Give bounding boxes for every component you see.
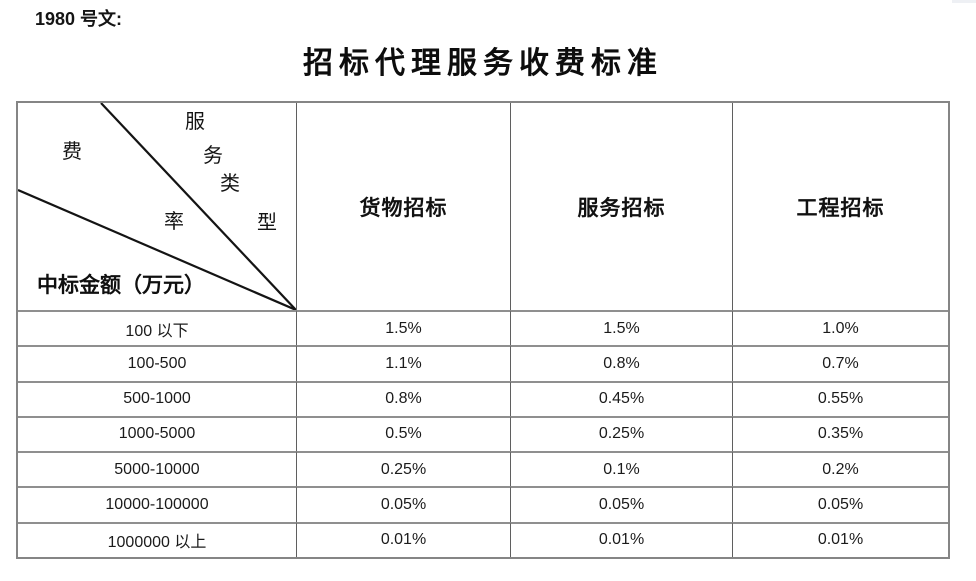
rate-cell: 0.45% — [510, 380, 732, 416]
corner-fee-rate-char: 费 — [62, 141, 82, 163]
column-header-services-bidding: 服务招标 — [510, 103, 732, 310]
table-corner-cell: 服 务 类 型 费 率 中标金额（万元） — [18, 103, 296, 310]
rate-cell: 0.25% — [510, 415, 732, 452]
rate-cell: 0.01% — [510, 521, 732, 557]
rate-cell: 0.2% — [732, 451, 948, 487]
row-header-amount: 1000000 以上 — [18, 521, 296, 557]
corner-fee-rate-char: 率 — [164, 211, 184, 233]
corner-service-type-char: 服 — [185, 111, 205, 133]
corner-service-type-char: 类 — [220, 173, 240, 195]
doc-number-label: 1980 号文: — [35, 9, 123, 29]
column-header-works-bidding: 工程招标 — [732, 103, 948, 310]
row-header-amount: 100 以下 — [18, 310, 296, 345]
rate-cell: 0.01% — [296, 521, 510, 557]
screenshot-artifact — [952, 0, 976, 3]
corner-service-type-char: 型 — [257, 212, 277, 234]
rate-cell: 1.0% — [732, 310, 948, 346]
corner-service-type-char: 务 — [203, 145, 223, 167]
rate-cell: 1.1% — [296, 345, 510, 381]
row-header-amount: 10000-100000 — [18, 486, 296, 521]
rate-cell: 0.8% — [296, 380, 510, 416]
rate-cell: 0.1% — [510, 451, 732, 487]
rate-cell: 0.7% — [732, 345, 948, 381]
row-header-amount: 5000-10000 — [18, 451, 296, 486]
rate-cell: 0.01% — [732, 521, 948, 557]
corner-amount-label: 中标金额（万元） — [37, 273, 205, 297]
rate-cell: 0.8% — [510, 345, 732, 381]
rate-cell: 0.5% — [296, 415, 510, 452]
rate-cell: 1.5% — [296, 310, 510, 346]
page-title: 招标代理服务收费标准 — [303, 47, 663, 80]
row-header-amount: 1000-5000 — [18, 415, 296, 451]
row-header-amount: 500-1000 — [18, 380, 296, 416]
rate-cell: 0.05% — [510, 486, 732, 522]
diagonal-divider-lines — [18, 103, 296, 310]
rate-cell: 0.55% — [732, 380, 948, 416]
rate-cell: 0.25% — [296, 451, 510, 487]
rate-cell: 0.05% — [296, 486, 510, 522]
rate-cell: 1.5% — [510, 310, 732, 346]
row-header-amount: 100-500 — [18, 345, 296, 380]
fee-standard-table: 服 务 类 型 费 率 中标金额（万元） 货物招标 服务招标 工程招标 100 … — [16, 101, 950, 559]
rate-cell: 0.35% — [732, 415, 948, 452]
column-header-goods-bidding: 货物招标 — [296, 103, 510, 310]
rate-cell: 0.05% — [732, 486, 948, 522]
